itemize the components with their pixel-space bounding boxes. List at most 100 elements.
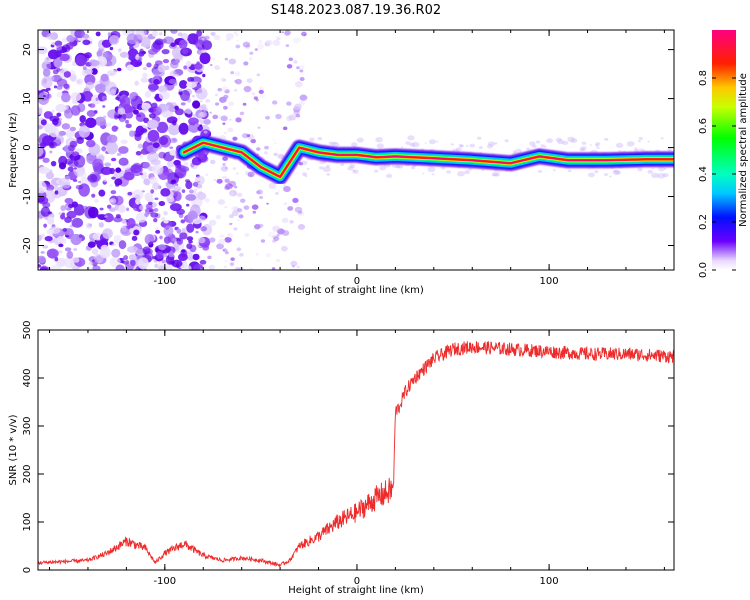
noise-blob	[91, 68, 98, 75]
noise-blob	[64, 197, 74, 204]
noise-blob	[244, 232, 250, 237]
noise-blob	[272, 39, 281, 46]
noise-blob	[266, 202, 269, 205]
noise-blob	[293, 60, 298, 64]
noise-blob	[194, 123, 200, 128]
noise-blob	[235, 172, 239, 175]
noise-blob	[174, 105, 179, 111]
noise-blob	[56, 85, 63, 90]
noise-blob	[281, 31, 284, 34]
noise-blob	[375, 136, 383, 143]
noise-blob	[386, 173, 393, 178]
noise-blob	[163, 225, 174, 237]
noise-blob	[604, 137, 609, 141]
noise-blob	[200, 188, 203, 190]
noise-blob	[44, 123, 56, 134]
noise-blob	[55, 45, 62, 51]
noise-blob	[150, 189, 155, 194]
noise-blob	[53, 57, 63, 69]
colorbar-gradient	[712, 30, 736, 270]
noise-blob	[57, 250, 63, 254]
noise-blob	[82, 33, 90, 39]
noise-blob	[224, 205, 228, 209]
noise-blob	[171, 259, 183, 268]
noise-blob	[237, 219, 240, 222]
noise-blob	[195, 230, 199, 234]
noise-blob	[85, 139, 96, 148]
spectrogram-y-tick-label: -10	[22, 188, 33, 204]
noise-blob	[220, 77, 227, 82]
noise-blob	[49, 141, 58, 149]
noise-blob	[73, 167, 77, 170]
noise-blob	[44, 235, 53, 242]
noise-blob	[235, 266, 240, 270]
noise-blob	[65, 129, 75, 138]
noise-blob	[161, 49, 170, 55]
noise-blob	[259, 93, 266, 99]
noise-blob	[220, 115, 228, 122]
noise-blob	[144, 233, 155, 245]
noise-blob	[201, 50, 204, 52]
noise-blob	[328, 141, 335, 145]
noise-blob	[281, 230, 290, 236]
noise-blob	[487, 141, 496, 147]
noise-blob	[108, 34, 120, 46]
noise-blob	[119, 118, 126, 123]
noise-blob	[185, 194, 197, 201]
noise-blob	[73, 248, 78, 251]
noise-blob	[135, 212, 147, 223]
noise-blob	[76, 136, 84, 144]
noise-blob	[274, 142, 277, 144]
noise-blob	[224, 251, 229, 255]
noise-blob	[265, 39, 273, 46]
noise-blob	[638, 148, 642, 151]
noise-blob	[186, 81, 197, 89]
noise-blob	[176, 188, 180, 192]
noise-blob	[185, 60, 192, 67]
noise-blob	[614, 170, 621, 175]
noise-blob	[163, 210, 168, 216]
noise-blob	[295, 113, 301, 118]
snr-x-tick-label: 0	[354, 576, 360, 587]
noise-blob	[234, 32, 240, 37]
noise-blob	[105, 81, 117, 95]
noise-blob	[236, 208, 243, 213]
noise-blob	[72, 62, 77, 67]
snr-series-line	[38, 340, 674, 568]
noise-blob	[188, 117, 199, 126]
noise-blob	[231, 210, 239, 217]
spectrogram-y-tick-label: 10	[22, 92, 33, 105]
noise-blob	[61, 212, 66, 216]
noise-blob	[267, 231, 276, 238]
noise-blob	[465, 144, 469, 147]
noise-blob	[102, 228, 113, 239]
spectrogram-frame	[37, 29, 675, 271]
noise-blob	[89, 59, 100, 67]
noise-blob	[151, 30, 158, 37]
noise-blob	[100, 244, 109, 252]
noise-blob	[210, 159, 216, 165]
noise-blob	[469, 143, 475, 148]
noise-blob	[537, 169, 542, 173]
noise-blob	[204, 123, 208, 126]
noise-blob	[395, 164, 401, 169]
noise-blob	[99, 44, 104, 49]
noise-blob	[512, 150, 517, 153]
noise-blob	[46, 33, 55, 40]
noise-blob	[149, 176, 158, 185]
noise-blob	[217, 199, 226, 205]
noise-blob	[232, 167, 237, 170]
noise-blob	[400, 146, 404, 149]
noise-blob	[233, 88, 238, 92]
noise-blob	[132, 109, 139, 115]
noise-blob	[141, 102, 151, 111]
noise-blob	[609, 175, 612, 178]
noise-blob	[116, 152, 122, 156]
colorbar-tick-label: 0.0	[698, 262, 709, 278]
noise-blob	[210, 31, 216, 36]
noise-blob	[129, 130, 135, 137]
noise-blob	[146, 119, 159, 129]
noise-blob	[192, 114, 197, 117]
noise-blob	[141, 190, 145, 193]
